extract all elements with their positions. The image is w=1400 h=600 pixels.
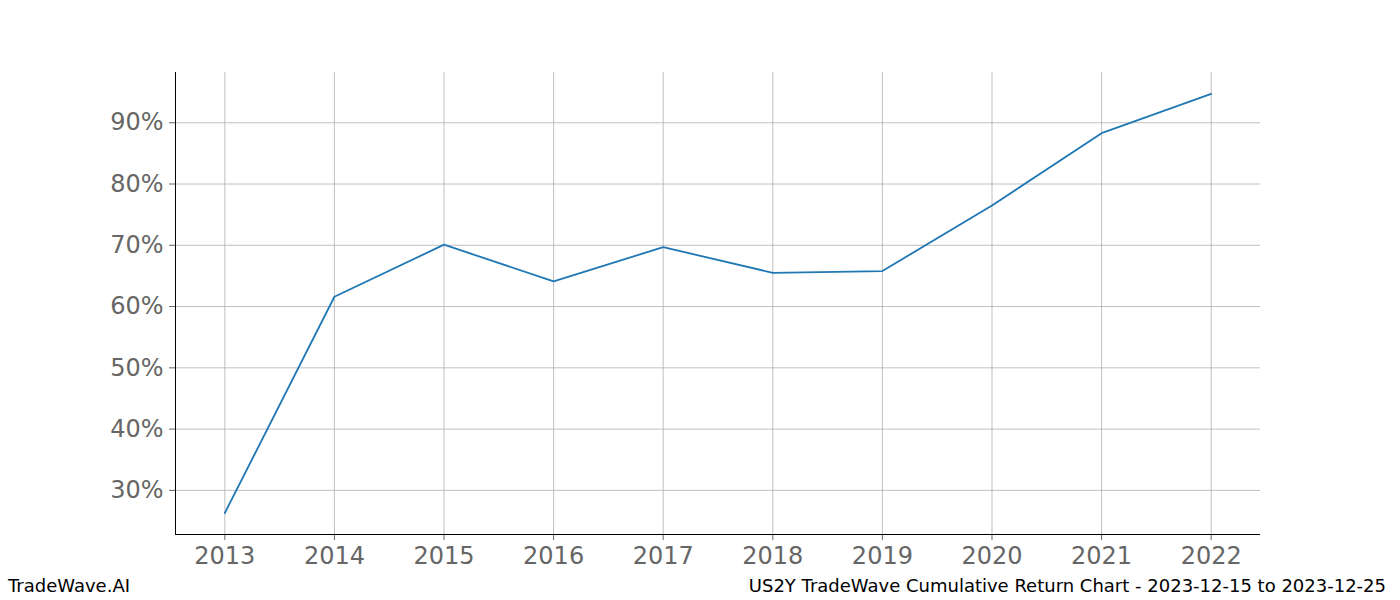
svg-text:40%: 40% (110, 415, 163, 443)
svg-text:2018: 2018 (742, 542, 803, 570)
svg-text:90%: 90% (110, 108, 163, 136)
svg-text:80%: 80% (110, 170, 163, 198)
svg-text:2015: 2015 (413, 542, 474, 570)
svg-text:30%: 30% (110, 476, 163, 504)
svg-text:2016: 2016 (523, 542, 584, 570)
html-text:US2Y TradeWave Cumulative Retu: US2Y TradeWave Cumulative Return Chart -… (748, 575, 1386, 596)
svg-text:2013: 2013 (194, 542, 255, 570)
html-text:TradeWave.AI: TradeWave.AI (8, 575, 130, 596)
svg-text:2020: 2020 (961, 542, 1022, 570)
svg-text:2019: 2019 (852, 542, 913, 570)
svg-text:2021: 2021 (1071, 542, 1132, 570)
svg-text:50%: 50% (110, 354, 163, 382)
svg-text:70%: 70% (110, 231, 163, 259)
svg-text:2022: 2022 (1181, 542, 1242, 570)
svg-text:2017: 2017 (633, 542, 694, 570)
svg-text:60%: 60% (110, 292, 163, 320)
svg-text:2014: 2014 (304, 542, 365, 570)
